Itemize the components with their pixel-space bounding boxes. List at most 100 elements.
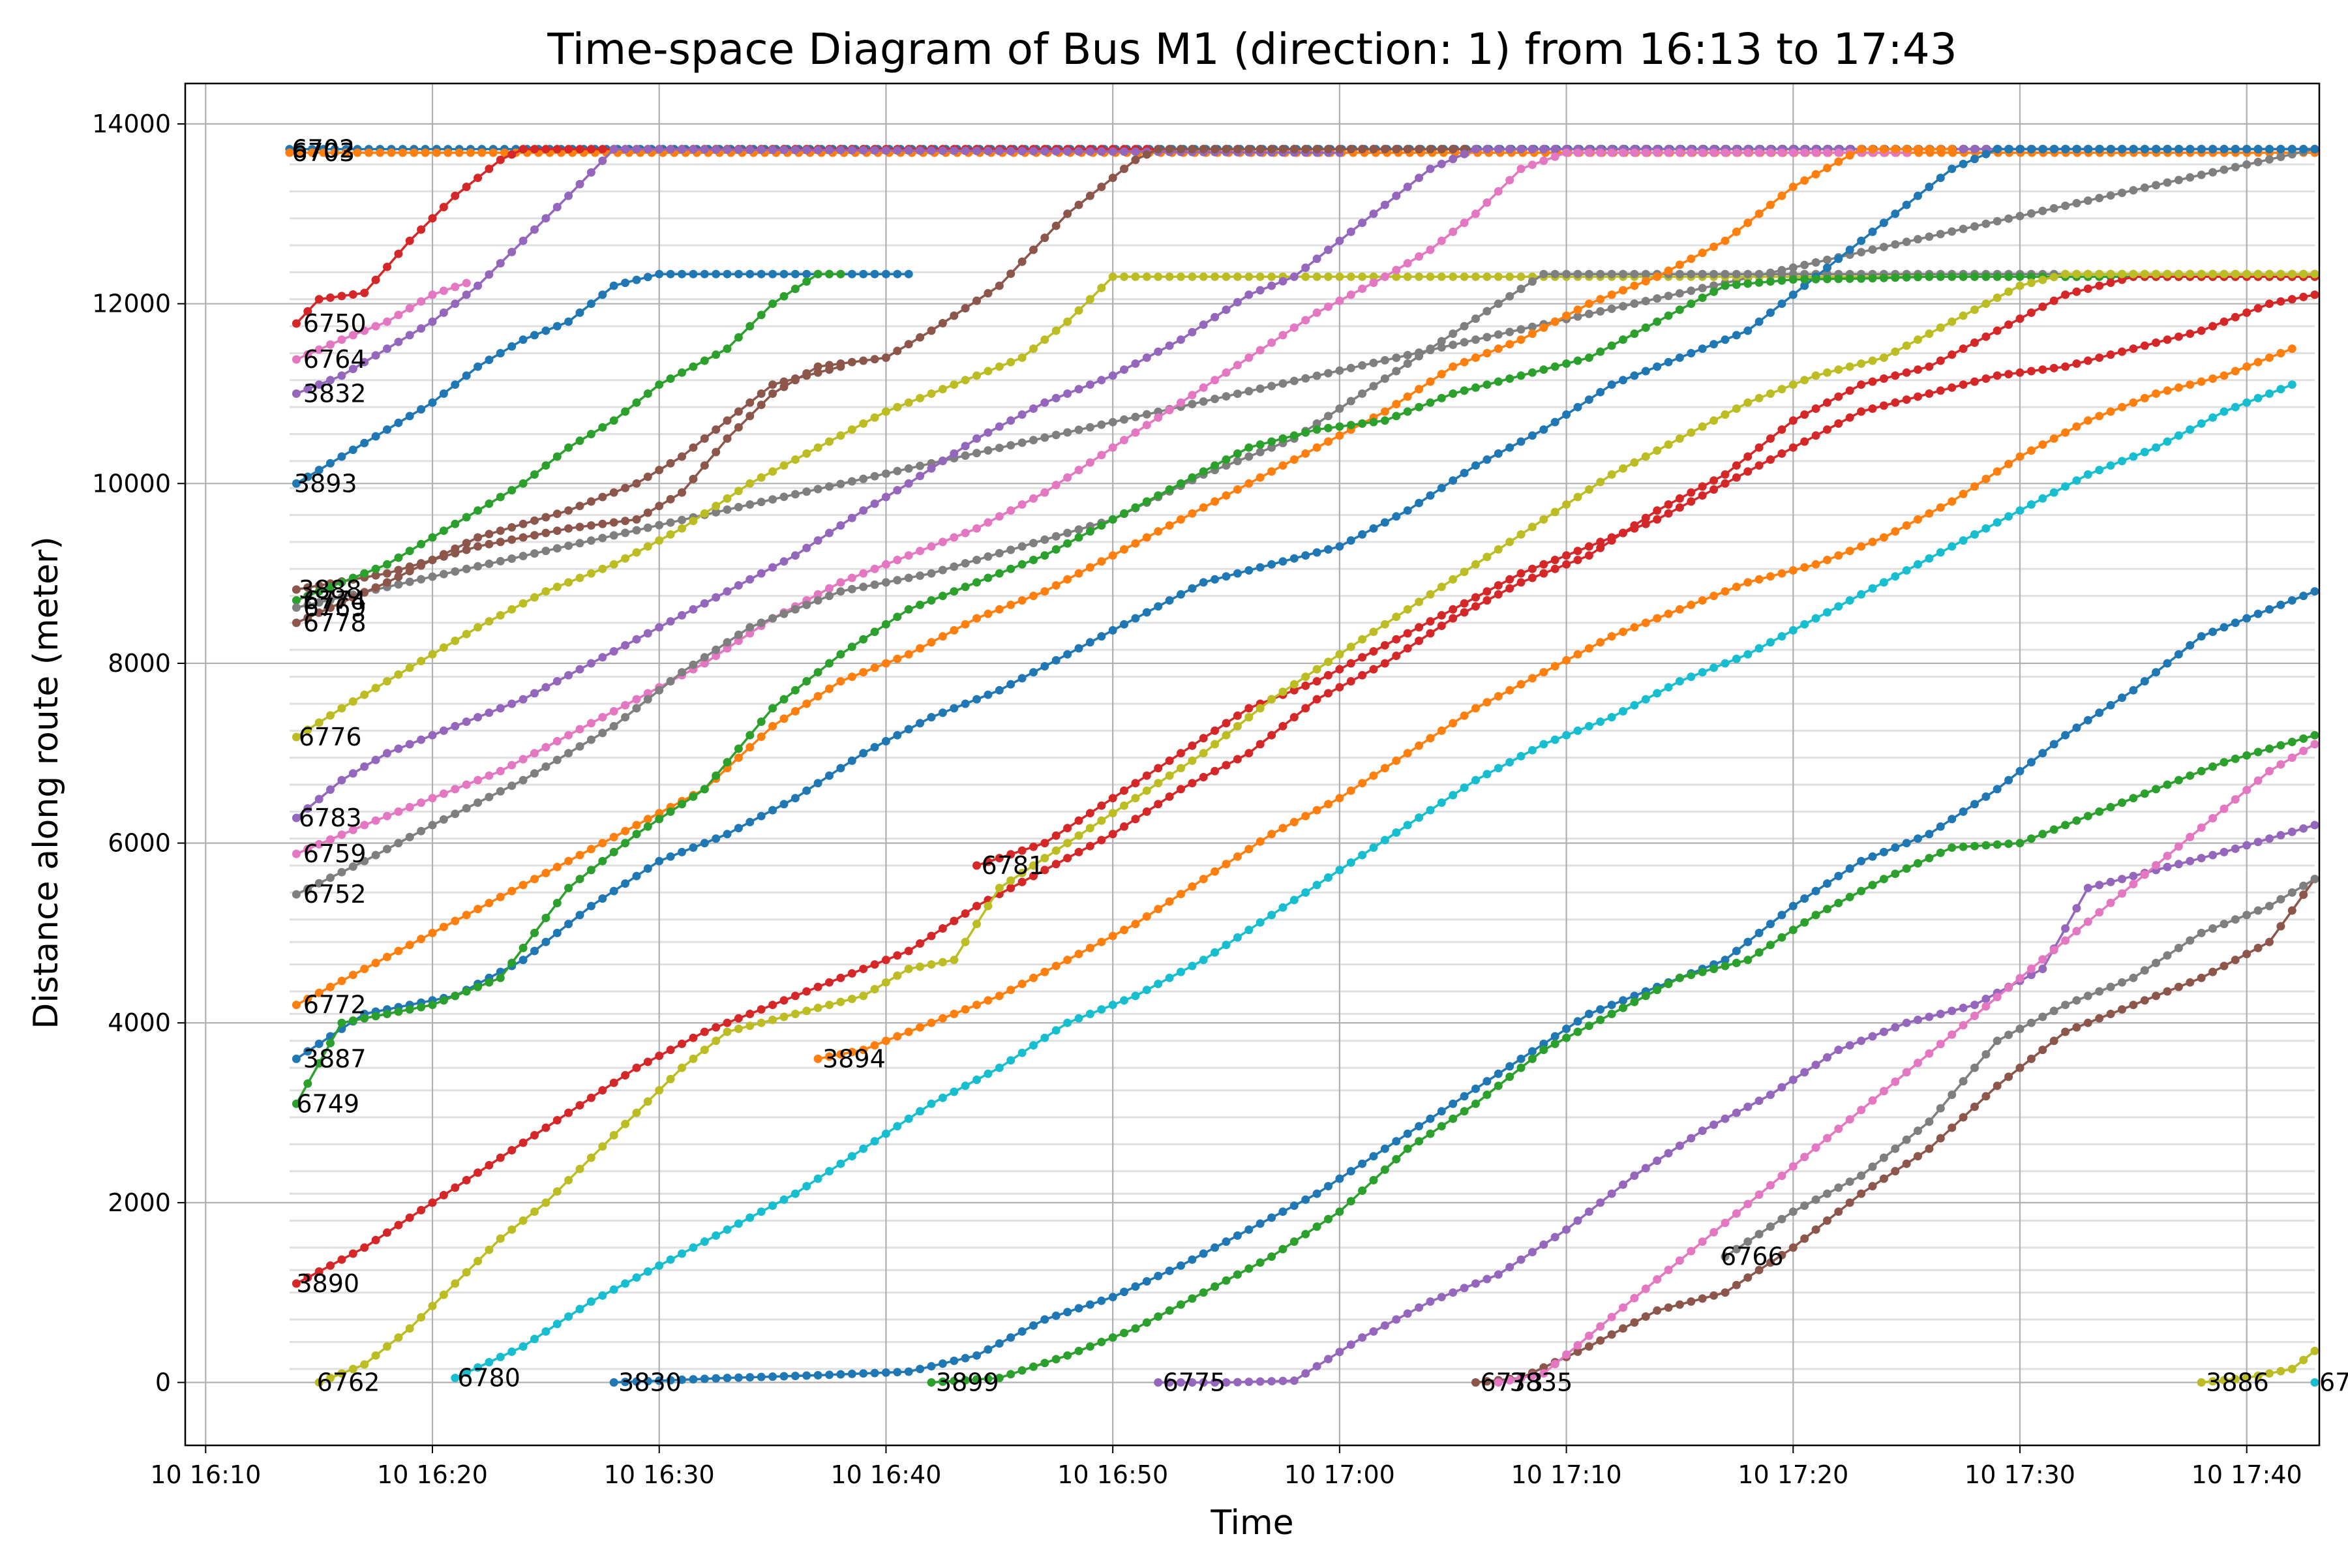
data-point — [1267, 145, 1276, 154]
data-point — [1653, 689, 1662, 698]
data-point — [507, 535, 517, 544]
data-point — [383, 317, 391, 326]
data-point — [1981, 149, 1991, 158]
data-point — [1358, 530, 1367, 539]
data-point — [1879, 145, 1888, 154]
data-point — [1460, 608, 1469, 617]
data-point — [451, 191, 460, 200]
data-point — [1879, 1087, 1888, 1096]
data-point — [1505, 584, 1514, 593]
data-point — [360, 288, 369, 297]
chart-title: Time-space Diagram of Bus M1 (direction:… — [547, 24, 1957, 74]
data-point — [734, 753, 743, 762]
data-point — [2197, 326, 2206, 335]
data-point — [609, 416, 618, 425]
data-point — [303, 601, 312, 610]
data-point — [972, 524, 981, 533]
data-point — [530, 516, 539, 525]
data-point — [1335, 794, 1344, 803]
data-point — [1426, 164, 1435, 173]
data-point — [1108, 551, 1117, 560]
data-point — [1766, 1258, 1775, 1267]
data-point — [1788, 1076, 1798, 1084]
data-point — [859, 635, 868, 644]
data-point — [1177, 764, 1185, 773]
data-point — [1528, 1248, 1537, 1257]
data-point — [950, 956, 959, 965]
data-point — [1346, 1197, 1355, 1206]
data-point — [757, 145, 766, 155]
data-point — [1607, 290, 1616, 299]
data-point — [1346, 272, 1355, 281]
data-point — [1879, 353, 1888, 362]
data-point — [836, 587, 845, 596]
data-point — [655, 809, 664, 818]
data-point — [1415, 252, 1424, 261]
data-point — [972, 1375, 981, 1384]
data-point — [541, 937, 550, 946]
data-point — [768, 380, 777, 389]
data-point — [1993, 145, 2002, 154]
data-point — [1165, 406, 1174, 415]
data-point — [1857, 542, 1866, 551]
data-point — [1369, 272, 1378, 281]
data-point — [417, 405, 426, 414]
data-point — [1743, 279, 1753, 288]
data-point — [1857, 248, 1866, 257]
data-point — [1074, 569, 1083, 578]
data-point — [712, 145, 721, 154]
data-point — [2197, 632, 2206, 641]
data-point — [428, 794, 437, 803]
data-point — [2276, 153, 2285, 161]
data-point — [326, 340, 335, 349]
data-point — [1516, 272, 1526, 281]
data-point — [1074, 525, 1083, 534]
data-point — [1981, 374, 1991, 383]
data-point — [1777, 425, 1786, 434]
data-point — [1516, 578, 1526, 587]
data-point — [2061, 1027, 2070, 1036]
data-point — [1596, 537, 1605, 547]
data-point — [1017, 846, 1027, 855]
data-point — [496, 704, 505, 713]
data-point — [1925, 232, 1934, 241]
data-point — [1981, 474, 1991, 483]
data-point — [1312, 695, 1321, 704]
data-point — [1415, 637, 1424, 645]
data-point — [1188, 145, 1197, 154]
data-point — [859, 1369, 868, 1378]
data-point — [1063, 389, 1072, 398]
data-point — [474, 173, 483, 183]
data-point — [314, 1378, 324, 1387]
data-point — [790, 1189, 800, 1198]
data-point — [530, 145, 539, 154]
data-point — [1630, 623, 1639, 632]
data-point — [2299, 890, 2308, 899]
data-point — [621, 839, 630, 848]
data-point — [734, 333, 743, 342]
data-point — [1006, 680, 1016, 689]
data-point — [893, 731, 902, 740]
data-point — [451, 1279, 460, 1288]
data-point — [1097, 284, 1106, 292]
data-point — [1460, 711, 1469, 720]
data-point — [643, 273, 652, 282]
data-point — [1199, 397, 1208, 406]
data-point — [1289, 1237, 1299, 1246]
data-point — [1573, 556, 1582, 564]
data-point — [1868, 584, 1877, 593]
data-point — [303, 350, 312, 359]
data-point — [303, 1273, 312, 1282]
data-point — [621, 1071, 630, 1080]
data-point — [859, 146, 868, 155]
data-point — [1743, 578, 1753, 587]
data-point — [586, 866, 595, 875]
data-point — [2049, 273, 2058, 282]
data-point — [2287, 753, 2296, 762]
data-point — [1222, 368, 1231, 377]
data-point — [1312, 371, 1321, 380]
data-point — [405, 236, 414, 245]
data-point — [1369, 209, 1378, 219]
data-point — [348, 365, 357, 374]
data-point — [474, 982, 483, 991]
